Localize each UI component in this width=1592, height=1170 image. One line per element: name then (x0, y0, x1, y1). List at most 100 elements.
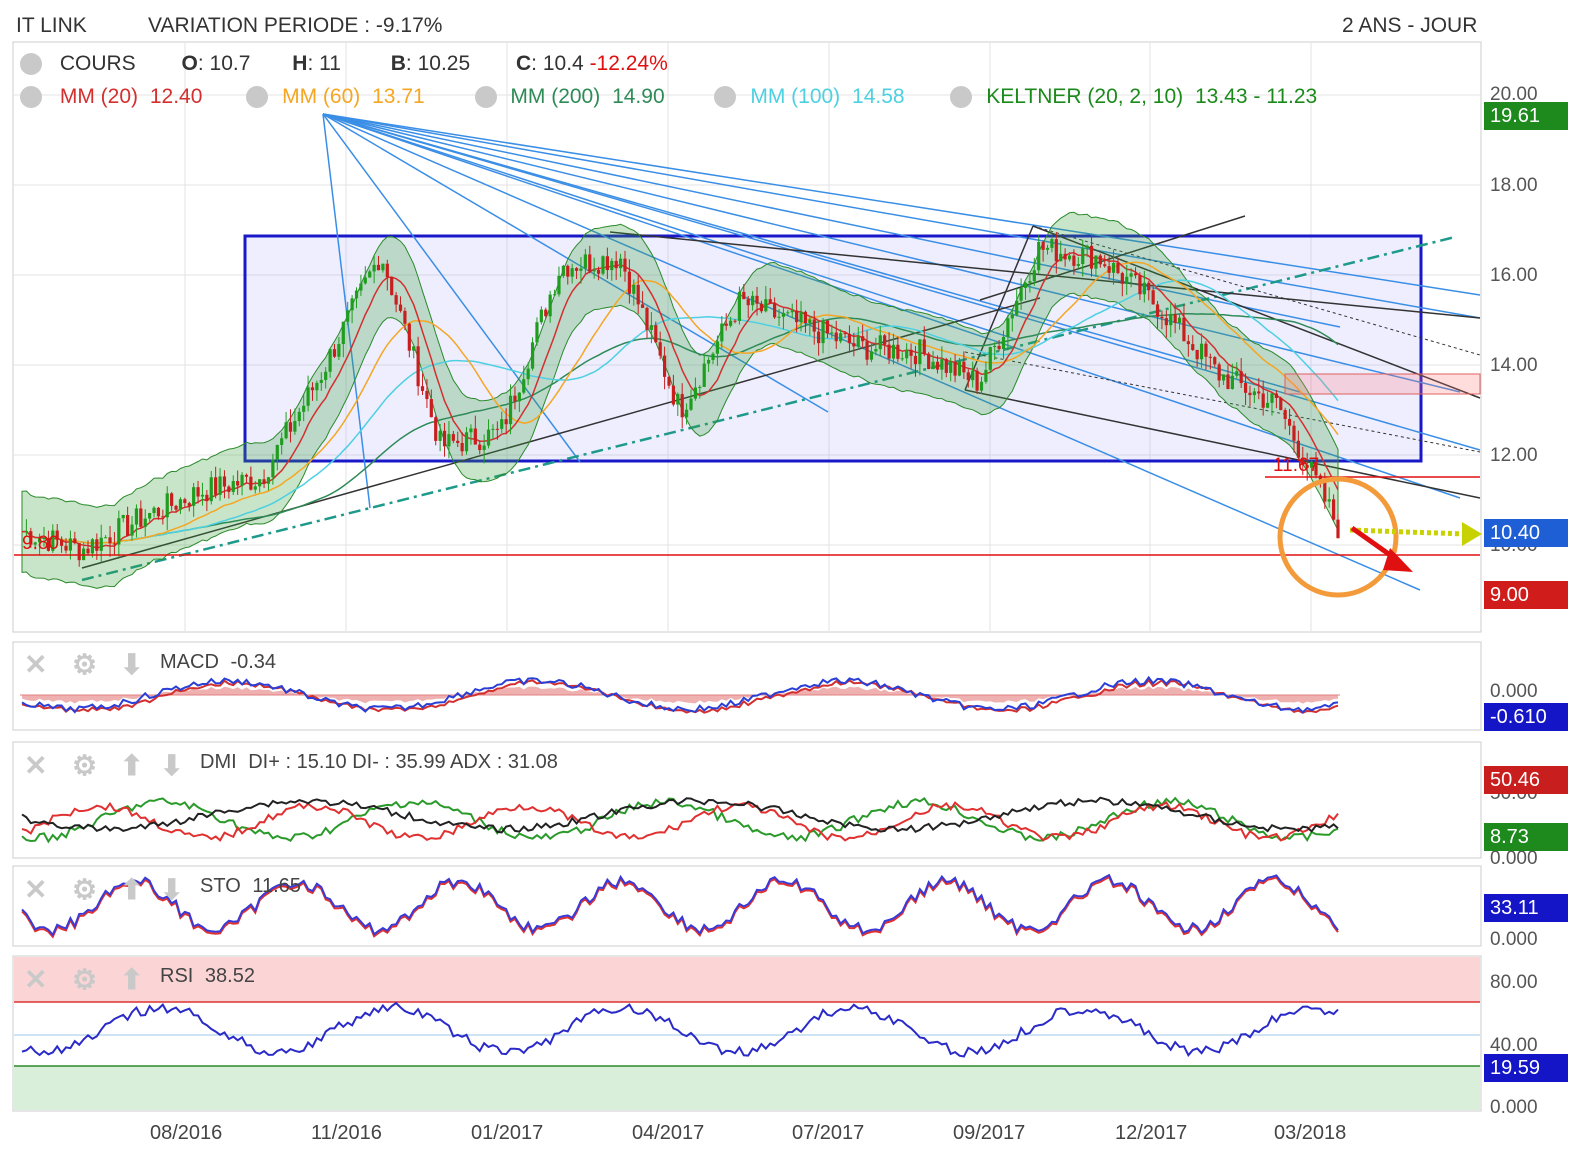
candle (1213, 357, 1217, 365)
candle (865, 341, 869, 360)
candle (42, 537, 46, 539)
candle (214, 477, 218, 495)
fan-line (322, 113, 581, 463)
candle (922, 339, 926, 354)
candle (1230, 375, 1234, 389)
candle (451, 434, 455, 441)
candle (909, 349, 913, 356)
candle (258, 479, 262, 487)
candle (68, 538, 73, 551)
fan-line (322, 113, 1481, 296)
gear-icon[interactable] (246, 86, 269, 109)
gear-icon[interactable]: ⚙ (72, 964, 98, 995)
close-icon[interactable]: ✕ (24, 874, 48, 905)
candle (1195, 349, 1199, 360)
mm100-line (21, 279, 1339, 544)
candle (1274, 393, 1278, 398)
candle (1151, 290, 1155, 305)
candle (1076, 263, 1080, 266)
candle (1186, 341, 1190, 345)
candle (1125, 276, 1129, 284)
candle (605, 256, 609, 271)
arrow-up-icon[interactable]: ⬆ (120, 964, 144, 995)
candle (927, 353, 931, 370)
gear-icon[interactable] (714, 86, 737, 109)
candle (561, 265, 565, 276)
macd-tick: 0.000 (1490, 681, 1538, 702)
sto-label: STO (200, 875, 241, 897)
dmi-tick: 0.000 (1490, 848, 1538, 869)
candle (1309, 461, 1314, 468)
candle (883, 335, 887, 345)
candle (1160, 316, 1164, 319)
arrow-up-icon[interactable]: ⬆ (120, 750, 144, 781)
candle (1028, 281, 1032, 283)
gear-icon[interactable] (20, 53, 42, 76)
candle (117, 518, 121, 545)
low-label: B (390, 52, 406, 75)
candle (869, 351, 874, 360)
candle (372, 264, 376, 272)
fan-line (322, 113, 1019, 341)
arrow-down-icon[interactable]: ⬇ (160, 874, 184, 905)
gear-icon[interactable] (950, 86, 973, 109)
candle (570, 268, 574, 277)
candle (77, 543, 81, 561)
price-badge-high: 19.61 (1484, 102, 1568, 130)
candle (918, 339, 922, 365)
candle (742, 291, 746, 300)
candle (773, 303, 777, 318)
candle (420, 386, 425, 391)
gear-icon[interactable]: ⚙ (72, 874, 98, 905)
arrow-up-icon[interactable]: ⬆ (120, 874, 144, 905)
candle (900, 358, 904, 360)
candle (196, 487, 200, 497)
candle (935, 361, 940, 370)
candle (702, 363, 706, 387)
period-selector[interactable]: 2 ANS - JOUR (1342, 14, 1478, 37)
candle (332, 349, 337, 357)
candle (1045, 247, 1050, 250)
close-icon[interactable]: ✕ (24, 750, 48, 781)
candle (183, 499, 187, 504)
close-icon[interactable]: ✕ (24, 649, 48, 680)
candle (328, 349, 332, 372)
gear-icon[interactable]: ⚙ (72, 649, 98, 680)
di-minus-line (21, 801, 1339, 842)
candle (759, 303, 764, 312)
macd-value: -0.34 (230, 651, 277, 673)
candle (456, 440, 460, 443)
arrow-down-icon[interactable]: ⬇ (120, 649, 144, 680)
candle (266, 477, 271, 484)
candle (1063, 253, 1067, 260)
candle (1037, 241, 1041, 271)
candle (808, 319, 812, 324)
candle (812, 319, 816, 332)
gear-icon[interactable]: ⚙ (72, 750, 98, 781)
candle (693, 387, 698, 399)
candle (1041, 241, 1045, 250)
candle (346, 310, 350, 322)
candle (513, 395, 517, 402)
gear-icon[interactable] (20, 86, 42, 109)
dmi-badge-bottom: 8.73 (1484, 823, 1568, 851)
x-tick: 03/2018 (1274, 1122, 1347, 1144)
close-icon[interactable]: ✕ (24, 964, 48, 995)
candle (504, 419, 508, 425)
arrow-down-icon[interactable]: ⬇ (160, 750, 184, 781)
candle (86, 548, 90, 554)
sto-value: 11.65 (252, 875, 301, 897)
candle (878, 335, 882, 350)
candle (442, 430, 447, 447)
candle (315, 382, 319, 391)
rsi-label: RSI (160, 965, 194, 987)
price-tick: 14.00 (1490, 355, 1538, 376)
candle (121, 515, 125, 519)
candle (280, 438, 284, 445)
gear-icon[interactable] (474, 86, 497, 109)
x-tick: 07/2017 (792, 1122, 865, 1144)
candle (830, 332, 834, 334)
sto-tick: 0.000 (1490, 929, 1538, 950)
candle (390, 277, 394, 296)
candle (1261, 393, 1265, 408)
